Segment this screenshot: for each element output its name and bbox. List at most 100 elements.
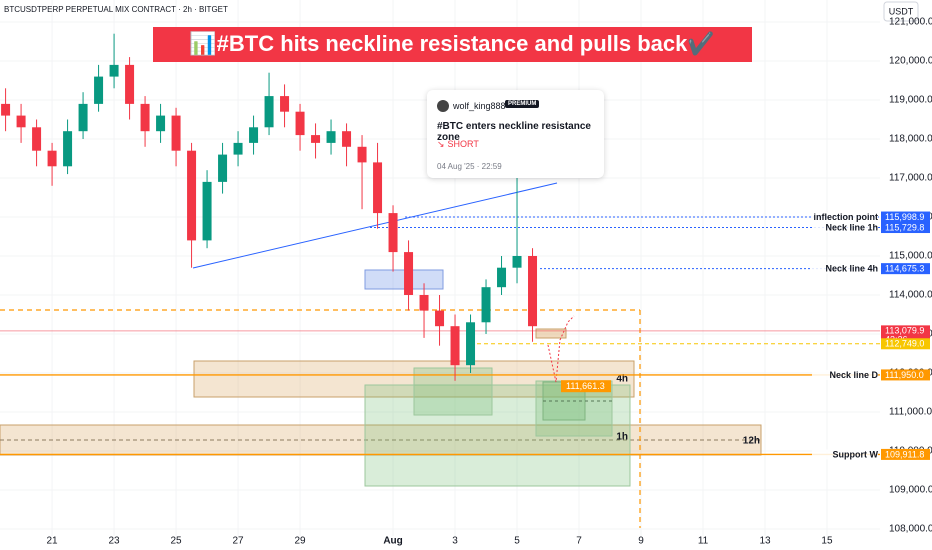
price-label-box [881, 369, 930, 381]
y-tick-label: 109,000.0 [889, 485, 932, 496]
marker-label: 111,661.3 [566, 381, 605, 391]
candle-body [1, 103, 11, 116]
currency[interactable]: USDT [889, 6, 914, 16]
candle-body [357, 146, 367, 163]
price-label: 113,079.9 [885, 326, 924, 336]
y-tick-label: 117,000.0 [889, 173, 932, 184]
idea-direction: ↘ SHORT [437, 139, 479, 149]
trendline [192, 182, 558, 269]
level-name: Support W [833, 449, 879, 459]
level-name-bg [812, 449, 878, 460]
y-tick-label: 119,000.0 [889, 95, 932, 106]
title-banner [153, 27, 752, 62]
candle-body [528, 255, 538, 327]
y-tick-label: 115,000.0 [889, 251, 932, 262]
badge: PREMIUM [505, 100, 540, 108]
candle-body [32, 127, 42, 151]
zone-label: 1h [616, 432, 628, 443]
x-tick-label: 15 [821, 536, 833, 547]
projection [547, 315, 575, 383]
price-label-box [881, 222, 930, 234]
level-name: inflection point [814, 212, 879, 222]
candle-body [249, 127, 259, 143]
x-tick-label: 3 [452, 536, 458, 547]
price-label-box [881, 263, 930, 275]
x-tick-label: 9 [638, 536, 644, 547]
candle-body [512, 255, 522, 268]
price-label-box [881, 338, 930, 350]
x-tick-label: 27 [232, 536, 244, 547]
candle-body [388, 213, 398, 253]
direction-text: SHORT [447, 139, 479, 149]
candle-body [156, 115, 166, 132]
price-label: 114,675.3 [885, 264, 924, 274]
zone-label: 12h [743, 436, 760, 447]
candle-body [326, 131, 336, 143]
price-label: 112,749.0 [885, 339, 924, 349]
candle-body [404, 252, 414, 295]
candle-body [218, 154, 228, 182]
candle-body [16, 115, 26, 128]
x-tick-label: 29 [294, 536, 306, 547]
idea-title: #BTC enters neckline resistance zone [437, 121, 591, 143]
price-label: 115,998.9 [885, 212, 924, 222]
level-name-bg [812, 212, 878, 223]
x-tick-label: 25 [170, 536, 182, 547]
symbol: BTCUSDTPERP PERPETUAL MIX CONTRACT · 2h … [4, 5, 228, 14]
candle-body [280, 96, 290, 112]
candle-body [419, 294, 429, 311]
candle-body [187, 150, 197, 241]
zone-label: 4h [616, 374, 628, 385]
x-tick-label: 5 [514, 536, 520, 547]
x-tick-label: 23 [109, 536, 121, 547]
candle-body [295, 111, 305, 136]
x-tick-label: 21 [47, 536, 59, 547]
candle-body [466, 322, 476, 366]
candle-body [47, 150, 57, 167]
y-tick-label: 114,000.0 [889, 290, 932, 301]
candle-body [109, 64, 119, 77]
candle-body [450, 326, 460, 366]
candle-body [63, 131, 73, 167]
candle-body [497, 267, 507, 288]
currency-button[interactable] [883, 1, 919, 22]
x-tick-label: 7 [576, 536, 582, 547]
candle-body [342, 131, 352, 147]
level-name: Neck line D [829, 370, 878, 380]
candle-body [435, 310, 445, 327]
y-tick-label: 121,000.0 [889, 17, 932, 28]
y-tick-label: 120,000.0 [889, 56, 932, 67]
x-tick-label: 11 [698, 536, 709, 547]
candle-body [264, 96, 274, 128]
price-label-box [881, 448, 930, 460]
level-name-bg [812, 222, 878, 233]
y-tick-label: 111,000.0 [889, 407, 932, 418]
price-label: 111,950.0 [885, 370, 924, 380]
level-name-bg [812, 263, 878, 274]
candle-body [202, 181, 212, 241]
x-tick-label: 13 [759, 536, 771, 547]
candle-body [233, 142, 243, 155]
candle-body [373, 162, 383, 214]
price-label-box [881, 211, 930, 223]
candle-body [481, 287, 491, 323]
price-label: 115,729.8 [885, 222, 924, 232]
idea-card[interactable]: wolf_king888 PREMIUM #BTC enters necklin… [427, 90, 604, 178]
level-name: Neck line 1h [825, 222, 878, 232]
marker-box [561, 380, 611, 393]
y-tick-label: 108,000.0 [889, 524, 932, 535]
level-name: Neck line 4h [825, 264, 878, 274]
candle-body [140, 103, 150, 132]
avatar [437, 100, 449, 112]
candle-body [171, 115, 181, 151]
zone-green [413, 367, 493, 416]
level-name-bg [812, 369, 878, 380]
candle-body [125, 64, 135, 104]
x-tick-label: Aug [383, 536, 402, 547]
zone-small [535, 328, 567, 339]
price-label: 109,911.8 [885, 449, 924, 459]
chart-title: 📊#BTC hits neckline resistance and pulls… [189, 31, 715, 56]
candle-body [94, 76, 104, 104]
